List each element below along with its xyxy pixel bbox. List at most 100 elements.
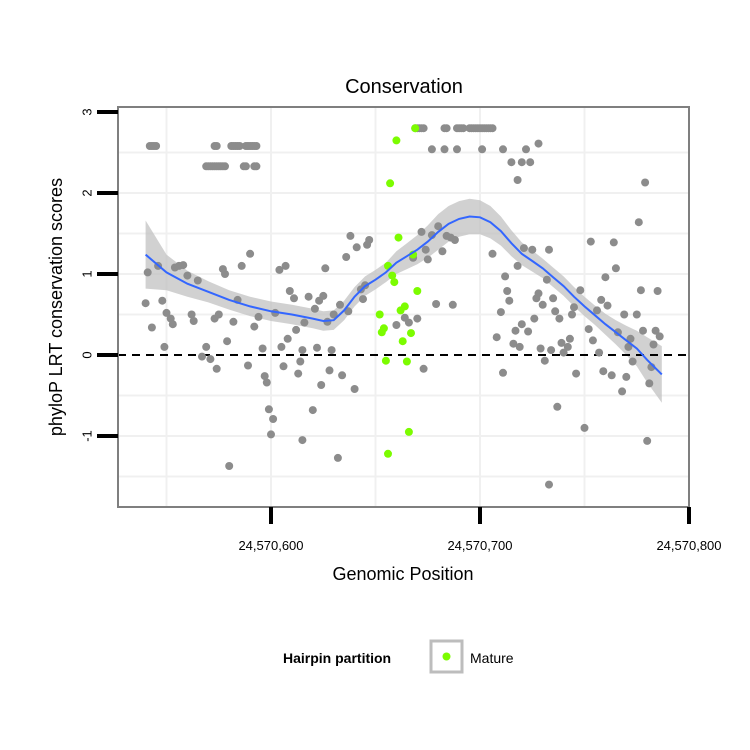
data-point-other (622, 372, 631, 381)
data-point-other (241, 162, 250, 171)
data-point-other (413, 314, 422, 323)
data-point-other (198, 352, 206, 361)
data-point-other (542, 275, 551, 284)
data-point-mature (386, 179, 395, 188)
data-point-other (262, 378, 271, 387)
data-point-other (628, 357, 637, 366)
data-point-other (365, 236, 374, 244)
data-point-other (252, 162, 261, 171)
data-point-other (419, 364, 428, 373)
data-point-other (530, 314, 539, 323)
data-point-other (442, 124, 451, 133)
data-point-other (193, 276, 202, 285)
data-point-other (565, 334, 574, 343)
data-point-other (645, 379, 654, 388)
data-point-mature (394, 233, 403, 242)
data-point-other (152, 142, 161, 150)
data-point-mature (375, 310, 384, 319)
data-point-other (310, 304, 319, 313)
legend-key-mature-point (442, 652, 451, 661)
data-point-other (419, 124, 428, 133)
data-point-other (438, 247, 447, 256)
data-point-mature (390, 278, 399, 287)
data-point-other (168, 320, 177, 329)
data-point-other (563, 342, 572, 351)
y-tick-label: 1 (79, 270, 94, 277)
data-point-other (448, 300, 457, 309)
data-point-other (595, 348, 604, 357)
data-point-other (329, 310, 338, 319)
data-point-other (655, 332, 664, 341)
data-point-mature (413, 287, 422, 295)
data-point-other (547, 346, 556, 355)
data-point-other (553, 402, 562, 411)
data-point-other (189, 317, 198, 325)
data-point-other (317, 381, 326, 389)
data-point-mature (398, 337, 407, 346)
data-point-other (296, 357, 305, 366)
data-point-other (524, 327, 533, 336)
data-point-other (212, 142, 221, 150)
data-point-other (534, 289, 543, 298)
scatter-points (141, 124, 664, 489)
data-point-other (147, 323, 156, 332)
data-point-other (221, 270, 229, 278)
x-tick-label: 24,570,700 (447, 538, 512, 553)
data-point-other (653, 287, 662, 295)
data-point-other (141, 299, 150, 308)
data-point-other (511, 326, 520, 335)
legend-label-mature: Mature (470, 650, 514, 666)
data-point-other (641, 178, 650, 187)
data-point-other (478, 145, 487, 154)
data-point-other (277, 342, 286, 351)
data-point-other (545, 480, 553, 489)
data-point-other (308, 406, 317, 415)
data-point-mature (404, 427, 413, 436)
data-point-other (545, 245, 553, 254)
data-point-other (649, 340, 658, 349)
data-point-other (538, 300, 547, 309)
data-point-other (509, 339, 518, 348)
data-point-other (392, 321, 401, 329)
data-point-other (609, 238, 618, 247)
data-point-other (432, 300, 441, 308)
y-tick-label: 0 (79, 351, 94, 358)
data-point-other (515, 342, 524, 351)
smooth-line (144, 215, 663, 376)
y-axis: -1 0 1 2 3 (79, 108, 118, 442)
data-point-other (160, 342, 169, 351)
data-point-other (202, 342, 211, 351)
data-point-other (440, 145, 449, 154)
data-point-other (246, 249, 255, 258)
panel-border (117, 106, 690, 508)
data-point-other (588, 336, 597, 345)
data-point-mature (381, 356, 390, 365)
data-point-other (235, 142, 244, 150)
data-point-other (183, 271, 192, 280)
x-axis-title: Genomic Position (332, 564, 473, 584)
data-point-other (620, 310, 629, 319)
data-point-other (503, 287, 512, 295)
data-point-other (254, 312, 263, 321)
data-point-mature (379, 324, 388, 333)
data-point-other (283, 334, 292, 343)
data-point-other (551, 307, 560, 316)
data-point-mature (400, 302, 409, 311)
data-point-other (517, 158, 526, 167)
data-point-other (434, 222, 443, 231)
data-point-other (313, 343, 321, 352)
data-point-other (517, 320, 526, 329)
data-point-other (162, 308, 171, 317)
data-point-other (267, 430, 275, 439)
data-point-other (214, 310, 223, 319)
data-point-other (522, 145, 530, 154)
data-point-other (534, 139, 543, 148)
y-tick-label: -1 (79, 430, 94, 442)
y-axis-title: phyloP LRT conservation scores (46, 178, 66, 436)
data-point-other (421, 245, 430, 254)
data-point-other (292, 325, 301, 334)
data-point-other (599, 367, 608, 376)
data-point-other (492, 333, 501, 342)
data-point-other (459, 124, 468, 133)
data-point-other (632, 310, 641, 319)
